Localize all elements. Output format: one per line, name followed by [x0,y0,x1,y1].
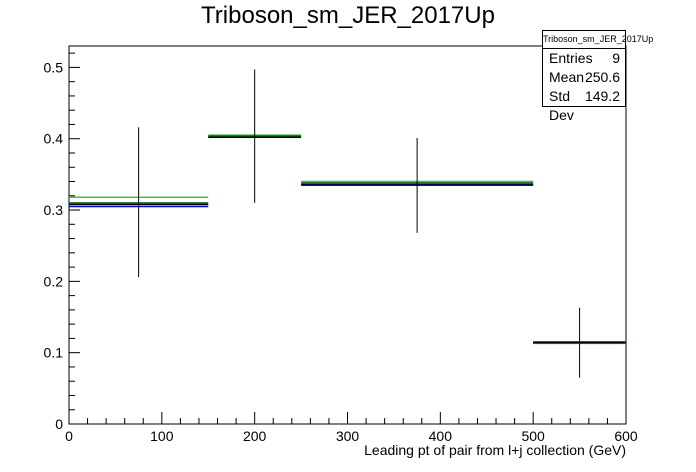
stats-entries-value: 9 [612,50,620,66]
stats-mean-row: Mean 250.6 [543,68,625,87]
stats-mean-label: Mean [549,69,585,85]
x-tick-label: 500 [521,428,545,444]
y-tick-label: 0.3 [44,202,64,218]
chart-title: Triboson_sm_JER_2017Up [201,2,495,29]
stats-mean-value: 250.6 [584,69,620,85]
stats-std-label: Std Dev [549,88,574,123]
y-tick-label: 0.2 [44,273,64,289]
stats-title: Triboson_sm_JER_2017Up [543,31,653,49]
x-tick-label: 100 [150,428,174,444]
stats-entries-label: Entries [549,50,593,66]
y-tick-label: 0.4 [44,131,64,147]
y-tick-label: 0.1 [44,345,64,361]
x-tick-label: 300 [336,428,360,444]
stats-std-row: Std Dev 149.2 [543,87,625,125]
y-tick-label: 0 [55,416,63,432]
x-axis-label: Leading pt of pair from l+j collection (… [364,442,626,458]
x-tick-label: 600 [614,428,638,444]
x-tick-label: 400 [429,428,453,444]
x-tick-label: 200 [243,428,267,444]
stats-std-value: 149.2 [584,88,620,104]
y-tick-label: 0.5 [44,59,64,75]
stats-box: Triboson_sm_JER_2017Up Entries 9 Mean 25… [542,30,653,123]
stats-entries-row: Entries 9 [543,49,625,68]
x-tick-label: 0 [65,428,73,444]
